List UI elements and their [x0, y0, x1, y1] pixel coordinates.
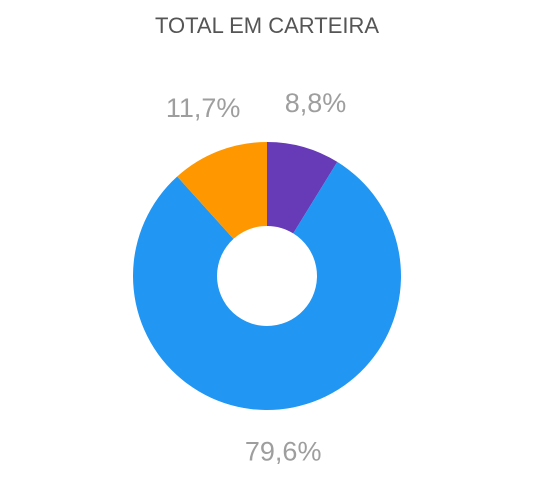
value-label: 11,7%: [166, 93, 241, 123]
value-label: 8,8%: [285, 88, 347, 118]
value-label: 79,6%: [245, 436, 322, 466]
chart-title: TOTAL EM CARTEIRA: [155, 13, 379, 38]
donut-slice: [133, 161, 401, 410]
donut-slice: [267, 142, 338, 234]
donut-slice: [177, 142, 267, 239]
